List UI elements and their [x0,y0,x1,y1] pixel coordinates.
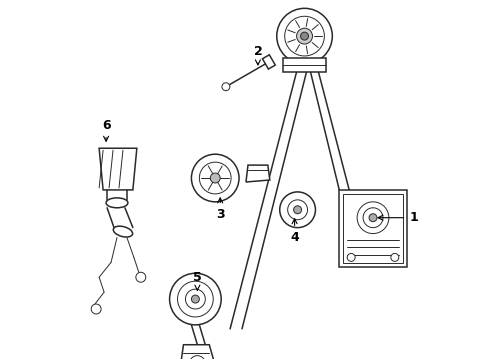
Circle shape [91,304,101,314]
Circle shape [222,83,230,91]
Circle shape [190,356,205,360]
Circle shape [347,253,355,261]
Bar [283,58,326,72]
Polygon shape [99,148,137,190]
Circle shape [277,8,332,64]
Bar [339,190,407,267]
Text: 1: 1 [378,211,418,224]
Circle shape [294,206,301,214]
Text: 6: 6 [102,119,110,141]
Text: 4: 4 [290,219,299,244]
Circle shape [288,200,308,220]
Polygon shape [246,165,270,182]
Ellipse shape [113,226,133,237]
Circle shape [369,214,377,222]
Circle shape [285,16,324,56]
Circle shape [210,173,220,183]
Circle shape [192,154,239,202]
Bar [343,194,403,264]
Ellipse shape [106,198,128,208]
Circle shape [136,272,146,282]
Circle shape [391,253,399,261]
Polygon shape [263,55,275,69]
Circle shape [199,162,231,194]
Circle shape [192,295,199,303]
Text: 5: 5 [193,271,202,290]
Circle shape [177,281,213,317]
Polygon shape [181,345,213,360]
Circle shape [357,202,389,234]
Circle shape [363,208,383,228]
Text: 2: 2 [253,45,262,65]
Circle shape [185,289,205,309]
Circle shape [170,273,221,325]
Circle shape [296,28,313,44]
Circle shape [300,32,309,40]
Text: 3: 3 [216,198,224,221]
Circle shape [280,192,316,228]
